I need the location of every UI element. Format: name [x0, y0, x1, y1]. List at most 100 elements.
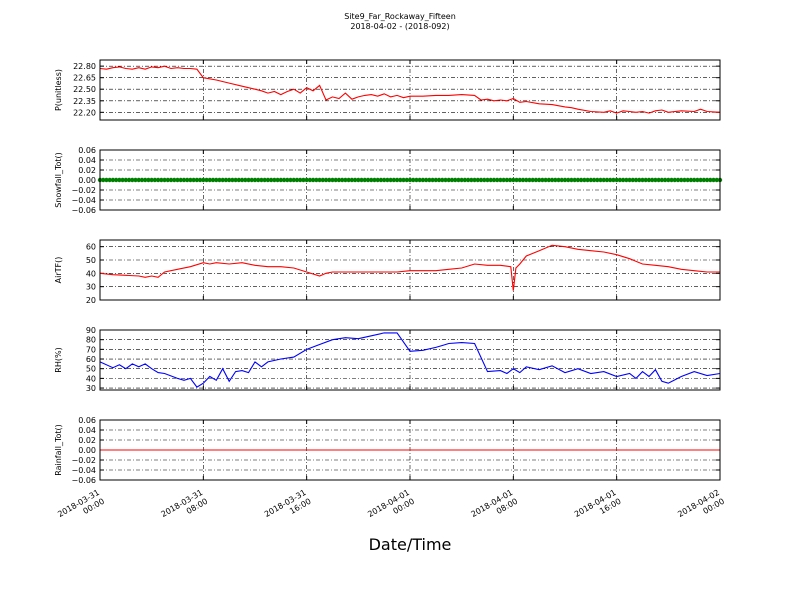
data-point [585, 177, 590, 183]
plot-frame [99, 239, 721, 301]
data-point [459, 177, 464, 183]
data-point [184, 177, 190, 183]
data-point [191, 177, 196, 183]
data-point [617, 177, 623, 183]
y-tick-label: 0.02 [78, 166, 96, 175]
data-point [359, 177, 364, 183]
data-point [159, 177, 164, 183]
plot-frame [99, 329, 721, 391]
data-point [498, 177, 503, 183]
data-point [472, 177, 477, 183]
data-point [197, 177, 203, 183]
data-point [356, 177, 361, 183]
data-point [491, 177, 497, 183]
data-point [107, 177, 112, 183]
data-point [462, 177, 468, 183]
y-tick-label: −0.06 [71, 206, 96, 215]
data-point [591, 177, 597, 183]
data-point [536, 177, 542, 183]
data-point [698, 177, 703, 183]
data-point [223, 177, 229, 183]
series-line [99, 65, 721, 114]
data-point [688, 177, 694, 183]
data-point [533, 177, 539, 183]
data-point [288, 177, 293, 183]
data-point [204, 177, 209, 183]
y-tick-label: 22.50 [73, 85, 96, 94]
y-tick-label: 80 [86, 336, 96, 345]
data-point [643, 177, 648, 183]
data-point [117, 177, 122, 183]
data-point [130, 177, 135, 183]
y-tick-label: 40 [86, 374, 96, 383]
data-point [230, 177, 235, 183]
y-tick-label: 0.06 [78, 146, 96, 155]
data-point [598, 177, 603, 183]
chart-subtitle: 2018-04-02 - (2018-092) [350, 22, 449, 31]
data-point [252, 177, 258, 183]
data-point [310, 177, 316, 183]
data-point [407, 177, 413, 183]
data-point [633, 177, 639, 183]
y-tick-label: 0.04 [78, 156, 96, 165]
y-axis-label: Snowfall_Tot() [54, 152, 63, 208]
data-point [162, 177, 167, 183]
data-point [708, 177, 713, 183]
data-point [685, 177, 690, 183]
data-point [349, 177, 355, 183]
data-point [369, 177, 374, 183]
data-point [611, 177, 616, 183]
data-point [436, 177, 442, 183]
data-point [604, 177, 610, 183]
y-tick-label: 70 [86, 345, 96, 354]
y-tick-label: 22.80 [73, 62, 96, 71]
data-point [417, 177, 422, 183]
data-point [265, 177, 271, 183]
data-point [465, 177, 471, 183]
data-point [649, 177, 655, 183]
data-point [404, 177, 409, 183]
data-point [575, 177, 581, 183]
data-point [381, 177, 387, 183]
data-point [391, 177, 397, 183]
data-point [175, 177, 180, 183]
data-point [220, 177, 225, 183]
data-point [120, 177, 125, 183]
y-axis-label: Rainfall_Tot() [54, 424, 63, 476]
data-point [443, 177, 448, 183]
data-point [133, 177, 138, 183]
y-axis-label: RH(%) [54, 347, 63, 372]
data-point [494, 177, 500, 183]
data-point [165, 177, 171, 183]
data-point [701, 177, 707, 183]
data-point [168, 177, 174, 183]
data-point [317, 177, 322, 183]
data-point [582, 177, 587, 183]
data-point [646, 177, 652, 183]
data-point [139, 177, 145, 183]
data-point [569, 177, 574, 183]
y-tick-label: 0.00 [78, 176, 96, 185]
data-point [149, 177, 154, 183]
data-point [704, 177, 710, 183]
y-tick-label: 50 [86, 256, 96, 265]
data-point [378, 177, 384, 183]
y-tick-label: −0.06 [71, 476, 96, 485]
data-point [152, 177, 158, 183]
data-point [304, 177, 309, 183]
data-point [517, 177, 522, 183]
series-line [99, 332, 721, 388]
x-tick-label: 2018-03-3100:00 [56, 488, 106, 528]
data-point [233, 177, 238, 183]
data-point [659, 177, 665, 183]
data-point [420, 177, 426, 183]
data-point [524, 177, 529, 183]
data-point [427, 177, 432, 183]
data-point [275, 177, 280, 183]
data-point [259, 177, 264, 183]
data-point [695, 177, 700, 183]
data-point [239, 177, 245, 183]
data-point [268, 177, 274, 183]
data-point [711, 177, 716, 183]
data-point [285, 177, 290, 183]
